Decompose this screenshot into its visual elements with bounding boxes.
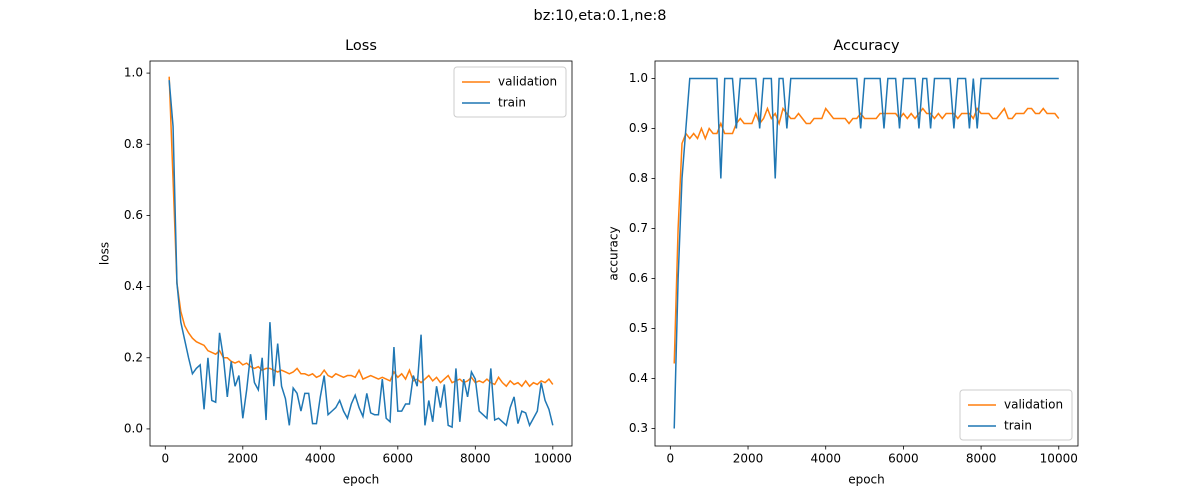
legend-label: validation xyxy=(1004,398,1063,412)
x-tick-label: 10000 xyxy=(534,452,572,466)
figure-title: bz:10,eta:0.1,ne:8 xyxy=(533,8,666,24)
axes-frame xyxy=(149,60,573,447)
y-axis-label: accuracy xyxy=(607,226,621,280)
x-axis-label: epoch xyxy=(343,473,380,487)
x-axis-label: epoch xyxy=(848,473,885,487)
x-tick-label: 0 xyxy=(161,452,169,466)
y-tick-label: 0.2 xyxy=(124,350,143,364)
x-tick-label: 4000 xyxy=(810,452,841,466)
x-tick-label: 2000 xyxy=(733,452,764,466)
x-tick-label: 8000 xyxy=(966,452,997,466)
x-tick-label: 0 xyxy=(667,452,675,466)
y-tick-label: 1.0 xyxy=(629,71,648,85)
axes-frame xyxy=(654,60,1079,447)
x-tick-label: 4000 xyxy=(305,452,336,466)
y-tick-label: 0.6 xyxy=(629,271,648,285)
x-tick-label: 8000 xyxy=(460,452,491,466)
y-tick-label: 0.3 xyxy=(629,421,648,435)
legend-label: train xyxy=(498,96,526,110)
data-line xyxy=(168,76,554,388)
axes-title: Accuracy xyxy=(833,38,900,54)
y-tick-label: 0.9 xyxy=(629,121,648,135)
data-line xyxy=(673,106,1060,364)
y-tick-label: 0.6 xyxy=(124,208,143,222)
y-tick-label: 0.0 xyxy=(124,421,143,435)
y-tick-label: 0.7 xyxy=(629,221,648,235)
legend-label: train xyxy=(1004,419,1032,433)
x-tick-label: 6000 xyxy=(383,452,414,466)
y-tick-label: 0.5 xyxy=(629,321,648,335)
y-tick-label: 0.8 xyxy=(629,171,648,185)
legend-label: validation xyxy=(498,75,557,89)
data-line xyxy=(673,77,1059,429)
y-tick-label: 0.8 xyxy=(124,137,143,151)
data-line xyxy=(168,80,554,429)
legend-box xyxy=(959,389,1073,441)
x-tick-label: 6000 xyxy=(888,452,919,466)
axes-title: Loss xyxy=(345,38,377,54)
y-tick-label: 1.0 xyxy=(124,66,143,80)
x-tick-label: 2000 xyxy=(228,452,259,466)
y-tick-label: 0.4 xyxy=(629,371,648,385)
x-tick-label: 10000 xyxy=(1040,452,1078,466)
y-tick-label: 0.4 xyxy=(124,279,143,293)
y-axis-label: loss xyxy=(98,242,112,265)
legend-box xyxy=(453,66,567,118)
